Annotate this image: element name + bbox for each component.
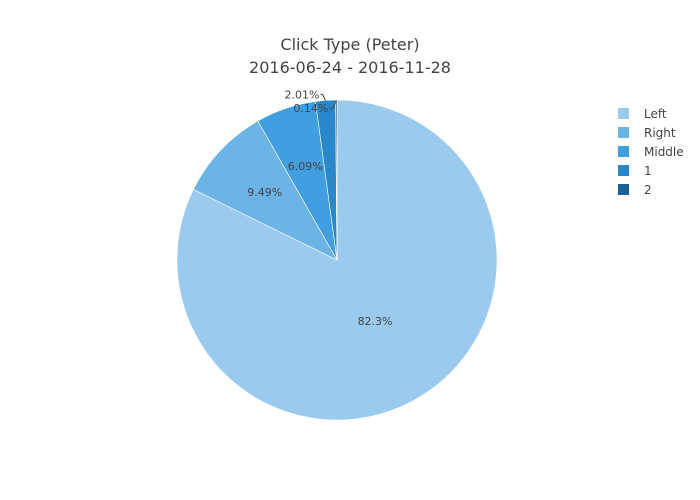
legend-item-2[interactable]: 2 [618, 183, 652, 197]
legend-item-1[interactable]: 1 [618, 164, 652, 178]
legend-swatch [618, 146, 629, 157]
pie-slice-label: 2.01% [285, 88, 320, 101]
legend-item-middle[interactable]: Middle [618, 145, 684, 159]
pie-slice-label: 0.14% [293, 102, 328, 115]
pie-label-leader-line [320, 93, 326, 101]
pie-slice-label: 6.09% [288, 160, 323, 173]
pie-label-leader-line [329, 99, 337, 109]
chart-subtitle: 2016-06-24 - 2016-11-28 [249, 58, 451, 77]
legend-swatch [618, 165, 629, 176]
legend-swatch [618, 127, 629, 138]
legend[interactable]: Left Right Middle 1 2 [618, 107, 684, 197]
pie-slice-2[interactable] [335, 99, 338, 261]
legend-label: Right [644, 126, 676, 140]
pie-slice-labels: 82.3% 9.49% 6.09% 2.01%0.14% [247, 88, 392, 328]
chart-title: Click Type (Peter) [280, 35, 419, 54]
pie-slice-label: 82.3% [358, 315, 393, 328]
legend-item-right[interactable]: Right [618, 126, 676, 140]
legend-label: 2 [644, 183, 652, 197]
legend-swatch [618, 108, 629, 119]
pie-slice-label: 9.49% [247, 186, 282, 199]
pie-slice-right[interactable] [193, 120, 338, 261]
legend-label: 1 [644, 164, 652, 178]
pie-slices [176, 99, 498, 421]
legend-swatch [618, 184, 629, 195]
legend-label: Left [644, 107, 667, 121]
legend-label: Middle [644, 145, 684, 159]
legend-item-left[interactable]: Left [618, 107, 667, 121]
